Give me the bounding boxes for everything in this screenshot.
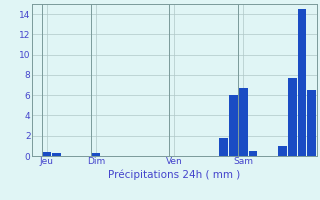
Bar [52, 153, 61, 156]
X-axis label: Précipitations 24h ( mm ): Précipitations 24h ( mm ) [108, 169, 241, 180]
Bar [229, 95, 238, 156]
Bar [92, 153, 100, 156]
Bar [239, 88, 248, 156]
Bar [288, 78, 297, 156]
Bar [42, 152, 51, 156]
Bar [219, 138, 228, 156]
Bar [298, 9, 307, 156]
Bar [249, 151, 257, 156]
Bar [308, 90, 316, 156]
Bar [278, 146, 287, 156]
